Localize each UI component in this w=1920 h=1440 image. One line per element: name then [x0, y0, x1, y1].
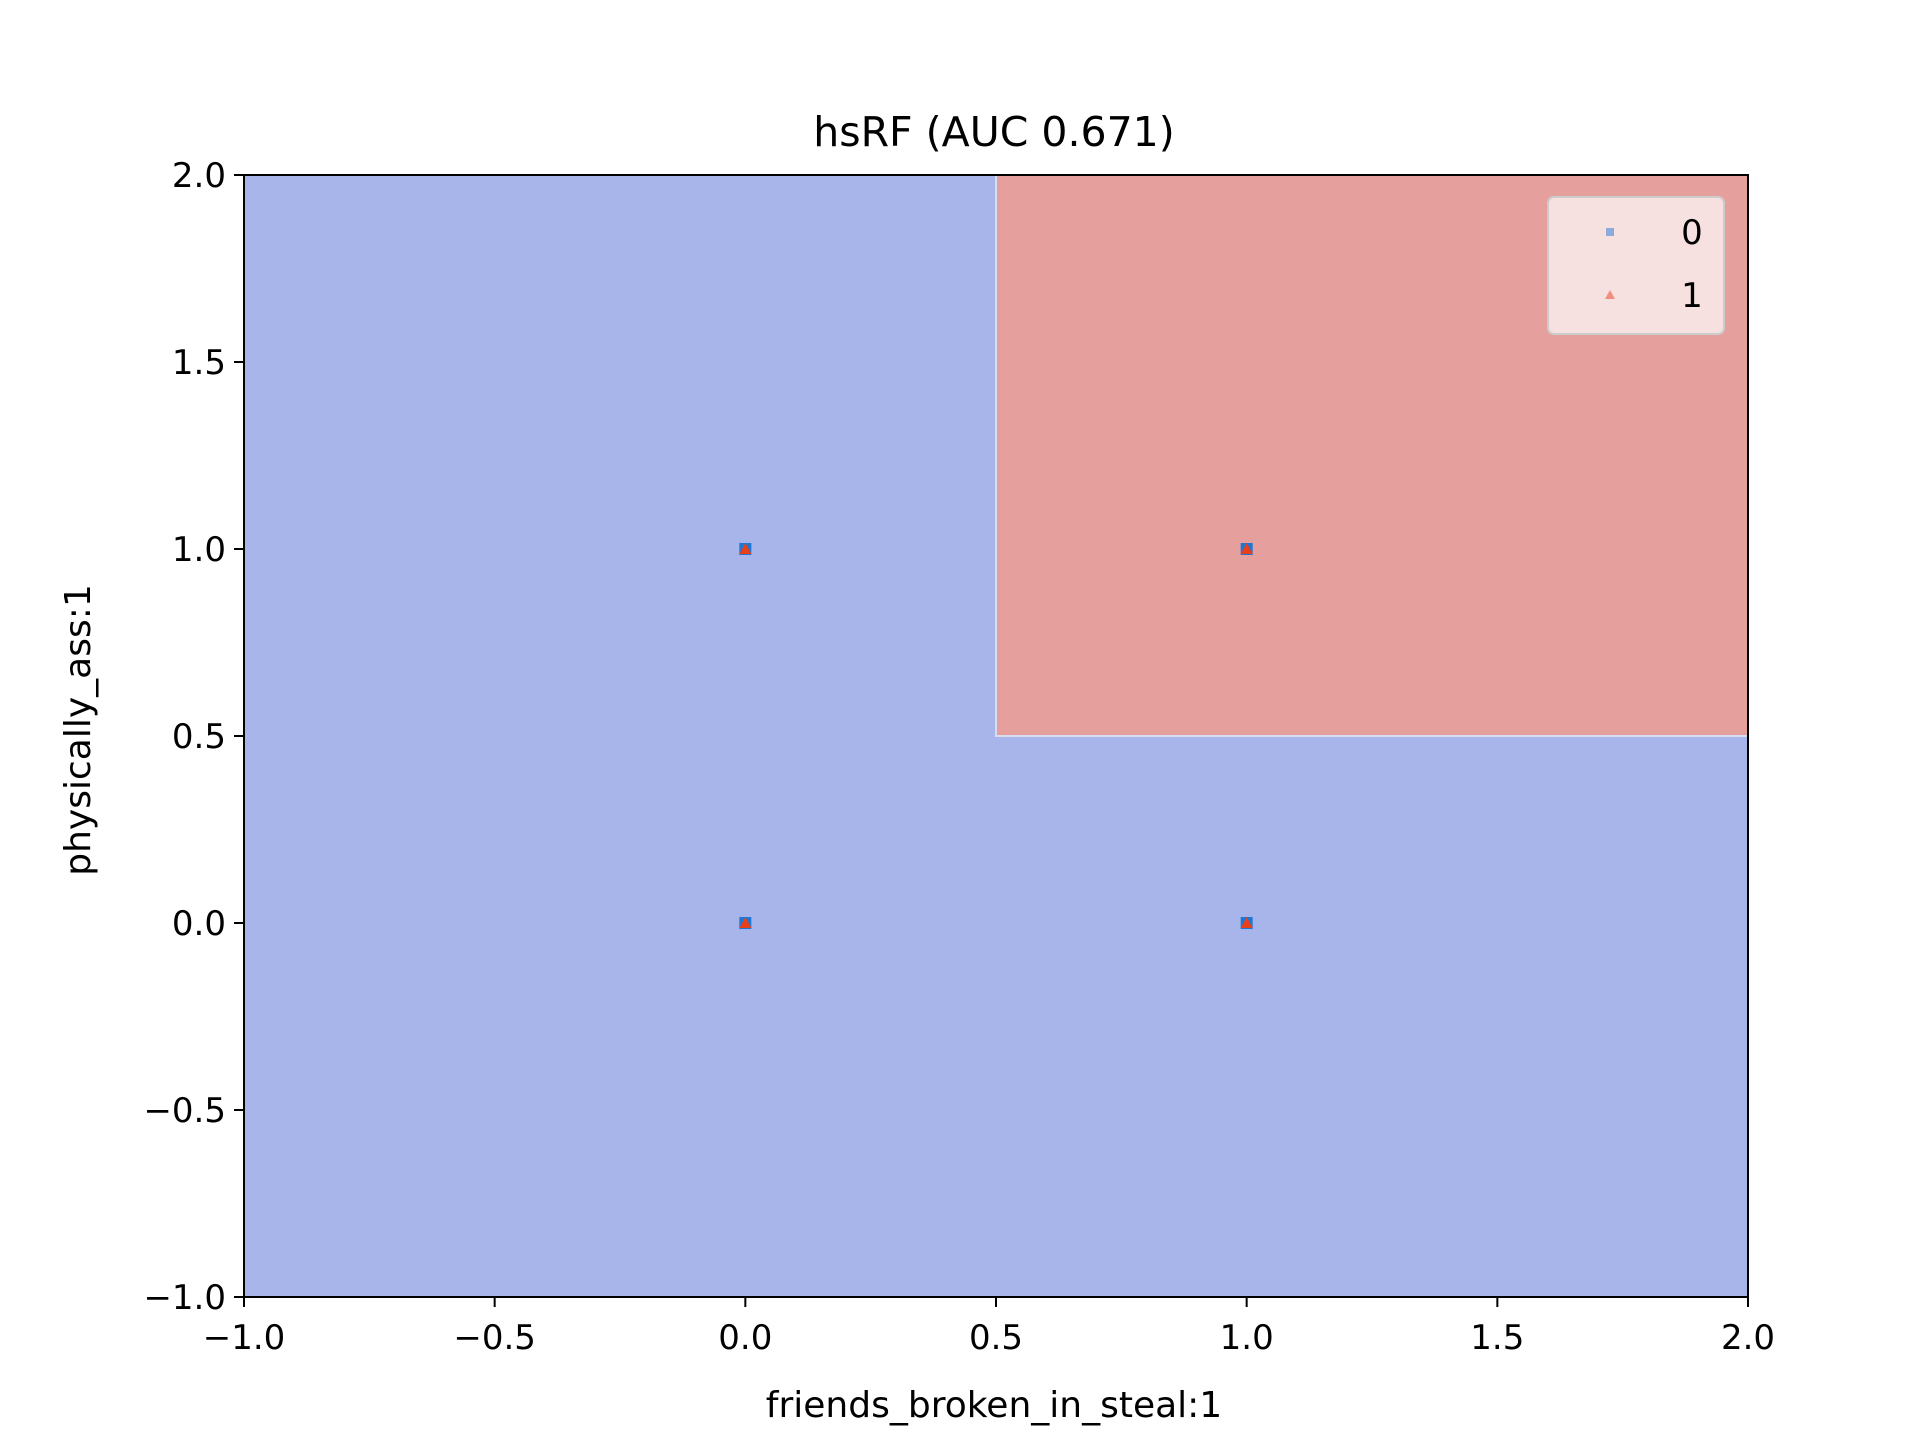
y-tick-label: −1.0	[143, 1278, 226, 1318]
plot-area	[243, 174, 1749, 1298]
legend-label-0: 0	[1681, 213, 1703, 253]
x-tick-label: 0.5	[969, 1318, 1023, 1358]
y-tick-label: 0.5	[172, 717, 226, 757]
decision-boundary-line	[995, 175, 1748, 737]
y-axis-label: physically_ass:1	[58, 584, 99, 876]
legend-marker-1	[1605, 290, 1615, 299]
series-1-point-0	[739, 917, 752, 928]
data-points	[739, 543, 1253, 929]
y-tick-label: 2.0	[172, 156, 226, 196]
legend-box	[1547, 196, 1725, 335]
y-tick-label: 0.0	[172, 904, 226, 944]
y-tick-label: 1.0	[172, 530, 226, 570]
x-tick-label: 1.0	[1220, 1318, 1274, 1358]
x-tick-label: −1.0	[203, 1318, 286, 1358]
chart-title: hsRF (AUC 0.671)	[813, 108, 1175, 156]
y-axis-ticks: −1.0 −0.5 0.0 0.5 1.0 1.5 2.0	[143, 156, 244, 1318]
legend: 01	[1547, 196, 1725, 335]
x-tick-label: −0.5	[453, 1318, 536, 1358]
x-tick-label: 0.0	[718, 1318, 772, 1358]
y-tick-label: −0.5	[143, 1091, 226, 1131]
series-1-point-3	[1240, 543, 1253, 554]
x-axis-ticks: −1.0 −0.5 0.0 0.5 1.0 1.5 2.0	[203, 1297, 1775, 1358]
legend-marker-0	[1606, 228, 1614, 236]
series-1-point-2	[1240, 917, 1253, 928]
x-tick-label: 1.5	[1470, 1318, 1524, 1358]
legend-label-1: 1	[1681, 276, 1703, 316]
y-tick-label: 1.5	[172, 343, 226, 383]
series-1-point-1	[739, 543, 752, 554]
x-tick-label: 2.0	[1721, 1318, 1775, 1358]
x-axis-label: friends_broken_in_steal:1	[766, 1385, 1222, 1426]
